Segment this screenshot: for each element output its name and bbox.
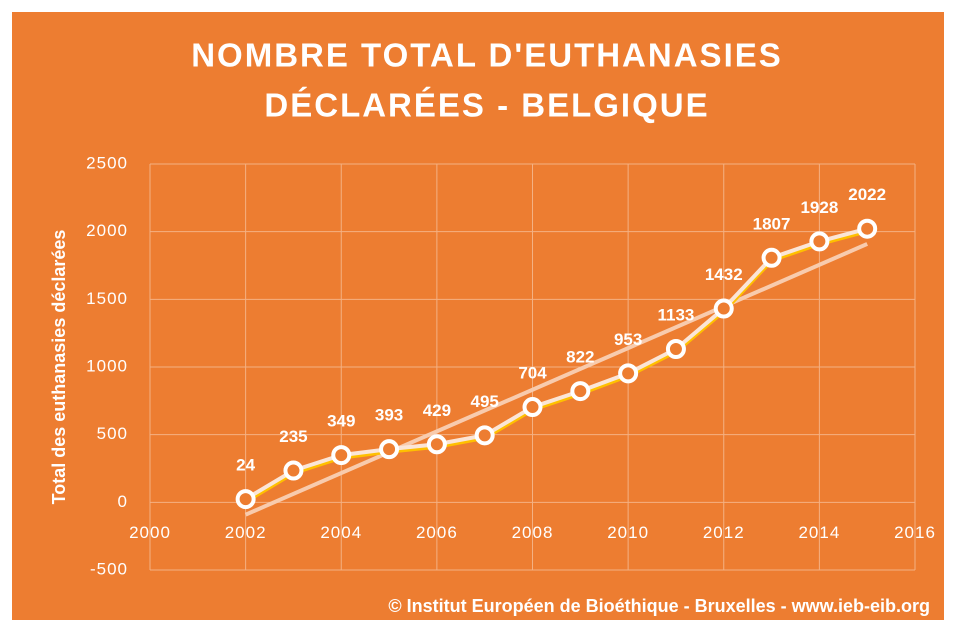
x-tick-label: 2000 — [129, 523, 171, 542]
data-point — [474, 425, 495, 446]
data-label: 1133 — [657, 305, 694, 324]
y-tick-label: -500 — [90, 559, 128, 578]
data-label: 349 — [327, 412, 355, 431]
y-tick-label: 1000 — [86, 356, 128, 375]
data-point — [618, 363, 639, 384]
data-label: 822 — [566, 348, 594, 367]
data-label: 704 — [518, 364, 547, 383]
y-axis-label: Total des euthanasies déclarées — [49, 230, 69, 505]
source-note: © Institut Européen de Bioéthique - Brux… — [388, 596, 930, 616]
data-point — [235, 489, 256, 510]
chart-title: NOMBRE TOTAL D'EUTHANASIES — [191, 37, 783, 74]
data-point — [283, 460, 304, 481]
x-tick-label: 2008 — [512, 523, 554, 542]
data-label: 24 — [236, 456, 255, 475]
y-tick-label: 500 — [97, 424, 128, 443]
y-tick-label: 2500 — [86, 153, 128, 172]
y-tick-label: 0 — [118, 492, 128, 511]
data-point — [809, 231, 830, 252]
x-tick-label: 2004 — [320, 523, 362, 542]
data-point — [379, 439, 400, 460]
data-label: 1928 — [800, 198, 838, 217]
data-point — [331, 445, 352, 466]
data-point — [857, 218, 878, 239]
data-label: 235 — [279, 427, 307, 446]
data-point — [522, 397, 543, 418]
y-tick-label: 2000 — [86, 221, 128, 240]
data-point — [570, 381, 591, 402]
trendline — [244, 242, 868, 517]
data-label: 953 — [614, 330, 642, 349]
data-point — [761, 247, 782, 268]
data-label: 429 — [423, 401, 451, 420]
data-point — [665, 339, 686, 360]
x-tick-label: 2012 — [703, 523, 745, 542]
data-label: 2022 — [848, 185, 886, 204]
data-label: 393 — [375, 406, 403, 425]
x-tick-label: 2002 — [225, 523, 267, 542]
y-tick-label: 1500 — [86, 289, 128, 308]
x-tick-label: 2014 — [798, 523, 840, 542]
data-point — [426, 434, 447, 455]
data-label: 1807 — [753, 214, 791, 233]
chart-background — [12, 12, 944, 620]
data-label: 495 — [471, 392, 499, 411]
data-point — [713, 298, 734, 319]
x-tick-label: 2006 — [416, 523, 458, 542]
data-label: 1432 — [705, 265, 743, 284]
x-tick-label: 2016 — [894, 523, 936, 542]
chart-title: DÉCLARÉES - BELGIQUE — [264, 87, 709, 124]
x-tick-label: 2010 — [607, 523, 649, 542]
